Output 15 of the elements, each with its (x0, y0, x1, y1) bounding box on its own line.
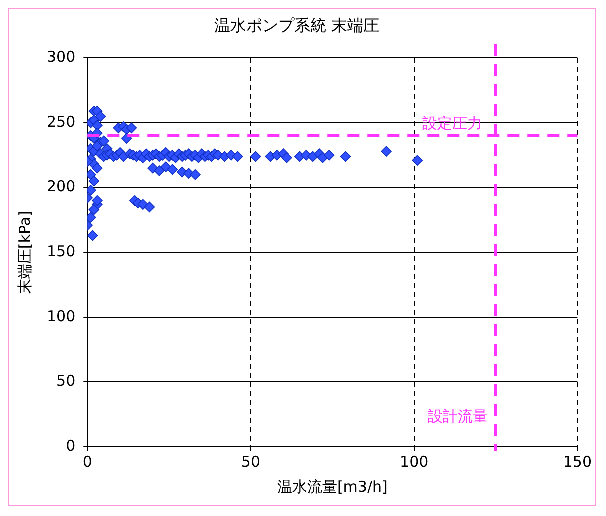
x-axis-title: 温水流量[m3/h] (277, 478, 388, 496)
y-axis-title: 末端圧[kPa] (16, 211, 34, 294)
x-tick-label: 0 (82, 452, 92, 471)
y-tick-label: 100 (46, 307, 76, 326)
x-tick-label: 50 (241, 452, 261, 471)
y-tick-label: 0 (66, 436, 76, 455)
y-tick-label: 300 (46, 48, 76, 66)
y-tick-label: 200 (46, 178, 76, 196)
chart-title: 温水ポンプ系統 末端圧 (214, 16, 380, 35)
ref-line-label: 設計流量 (428, 407, 488, 426)
y-tick-label: 50 (56, 372, 76, 390)
x-tick-label: 100 (400, 452, 429, 471)
y-tick-label: 150 (46, 242, 76, 260)
y-tick-label: 250 (46, 112, 76, 131)
x-tick-label: 150 (563, 452, 592, 471)
